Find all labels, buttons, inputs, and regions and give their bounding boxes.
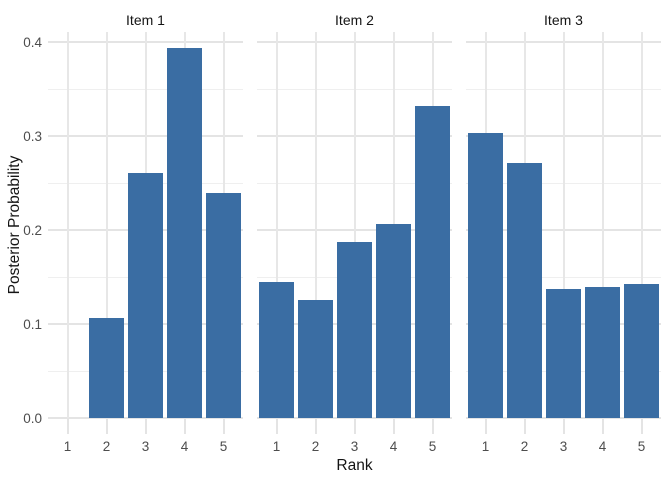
vertical-gridline xyxy=(66,32,69,418)
x-tick-label: 3 xyxy=(350,439,359,454)
x-tick-label: 3 xyxy=(559,439,568,454)
facet-title: Item 3 xyxy=(544,12,583,28)
x-tick-label: 2 xyxy=(520,439,529,454)
x-axis-tick xyxy=(562,418,565,434)
bar-rank-3 xyxy=(337,242,372,418)
vertical-gridline xyxy=(601,32,604,418)
x-axis-tick xyxy=(640,418,643,434)
facet-1: Item 1 1 2 3 4 5 xyxy=(48,0,243,480)
plot-panel: 1 2 3 4 5 xyxy=(466,32,661,454)
x-tick-label: 2 xyxy=(102,439,111,454)
x-axis-tick xyxy=(275,418,278,434)
bar-rank-5 xyxy=(206,192,241,418)
x-axis-tick xyxy=(484,418,487,434)
x-tick-label: 1 xyxy=(481,439,490,454)
x-tick-label: 4 xyxy=(180,439,189,454)
bar-rank-1 xyxy=(259,281,294,418)
x-tick-label: 4 xyxy=(598,439,607,454)
x-axis-tick xyxy=(105,418,108,434)
plot-region: Item 1 1 2 3 4 5 Item 2 1 2 3 4 5 Item 3 1 2 3 4 5 xyxy=(48,0,661,480)
bar-rank-3 xyxy=(546,289,581,418)
x-tick-label: 1 xyxy=(63,439,72,454)
x-tick-label: 1 xyxy=(272,439,281,454)
bar-rank-4 xyxy=(376,223,411,418)
x-tick-label: 5 xyxy=(428,439,437,454)
y-tick-label: 0.0 xyxy=(23,410,42,426)
bar-rank-5 xyxy=(415,106,450,418)
x-axis-tick xyxy=(222,418,225,434)
bar-rank-4 xyxy=(167,47,202,418)
facet-3: Item 3 1 2 3 4 5 xyxy=(466,0,661,480)
y-tick-label: 0.4 xyxy=(23,34,42,50)
y-tick-label: 0.3 xyxy=(23,128,42,144)
facet-2: Item 2 1 2 3 4 5 xyxy=(257,0,452,480)
y-tick-label: 0.2 xyxy=(23,222,42,238)
x-axis-tick xyxy=(523,418,526,434)
y-tick-label: 0.1 xyxy=(23,316,42,332)
x-axis-tick xyxy=(66,418,69,434)
x-tick-label: 3 xyxy=(141,439,150,454)
x-tick-label: 5 xyxy=(219,439,228,454)
bar-rank-2 xyxy=(89,318,124,418)
x-tick-label: 2 xyxy=(311,439,320,454)
bar-rank-4 xyxy=(585,286,620,418)
bar-rank-2 xyxy=(507,162,542,418)
x-axis-tick xyxy=(392,418,395,434)
bar-rank-1 xyxy=(468,132,503,418)
x-axis-tick xyxy=(601,418,604,434)
x-axis-title: Rank xyxy=(336,457,373,474)
vertical-gridline xyxy=(640,32,643,418)
x-axis-tick xyxy=(353,418,356,434)
vertical-gridline xyxy=(353,32,356,418)
x-axis-tick xyxy=(183,418,186,434)
x-axis-tick xyxy=(431,418,434,434)
bar-rank-2 xyxy=(298,299,333,418)
facet-title: Item 2 xyxy=(335,12,374,28)
vertical-gridline xyxy=(314,32,317,418)
x-axis-tick xyxy=(144,418,147,434)
vertical-gridline xyxy=(562,32,565,418)
plot-panel: 1 2 3 4 5 xyxy=(257,32,452,454)
vertical-gridline xyxy=(275,32,278,418)
plot-panel: 1 2 3 4 5 xyxy=(48,32,243,454)
bar-rank-3 xyxy=(128,172,163,418)
x-tick-label: 4 xyxy=(389,439,398,454)
x-tick-label: 5 xyxy=(637,439,646,454)
bar-rank-5 xyxy=(624,283,659,418)
facet-title: Item 1 xyxy=(126,12,165,28)
x-axis-tick xyxy=(314,418,317,434)
vertical-gridline xyxy=(105,32,108,418)
